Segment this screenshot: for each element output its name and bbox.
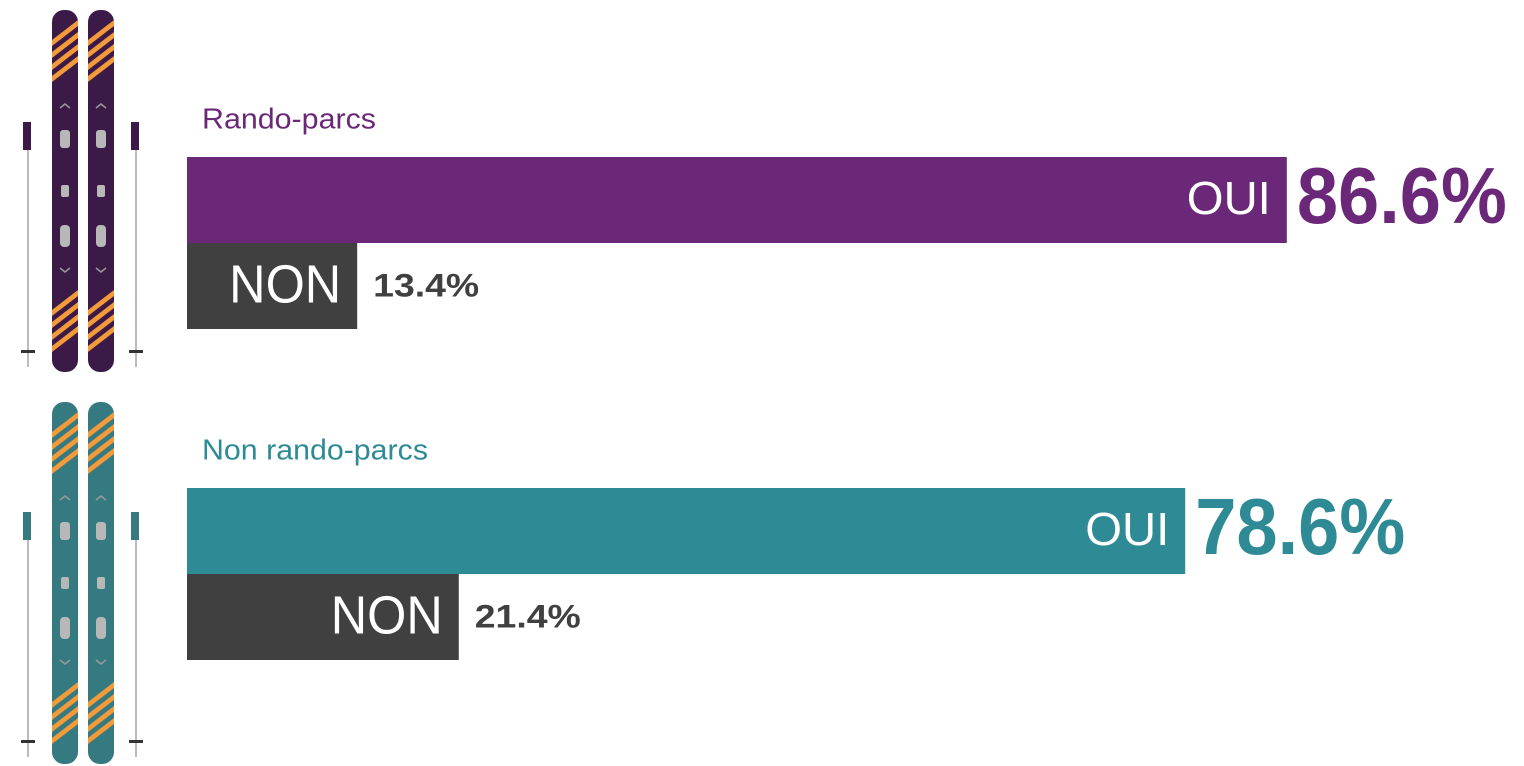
value-label: 86.6%	[1297, 151, 1507, 240]
bar	[187, 243, 358, 329]
group-title: Non rando-parcs	[202, 435, 428, 467]
bar	[187, 488, 1186, 574]
group-title: Rando-parcs	[202, 104, 376, 136]
bar-label: OUI	[1187, 172, 1271, 224]
ski-illustration	[21, 402, 143, 764]
bar-label: NON	[331, 585, 443, 645]
bar	[187, 157, 1287, 243]
ski-illustration	[21, 10, 143, 372]
value-label: 78.6%	[1195, 482, 1405, 571]
bar	[187, 574, 459, 660]
bar-label: NON	[229, 254, 341, 314]
value-label: 21.4%	[475, 598, 581, 634]
value-label: 13.4%	[373, 267, 479, 303]
bar-label: OUI	[1085, 503, 1169, 555]
